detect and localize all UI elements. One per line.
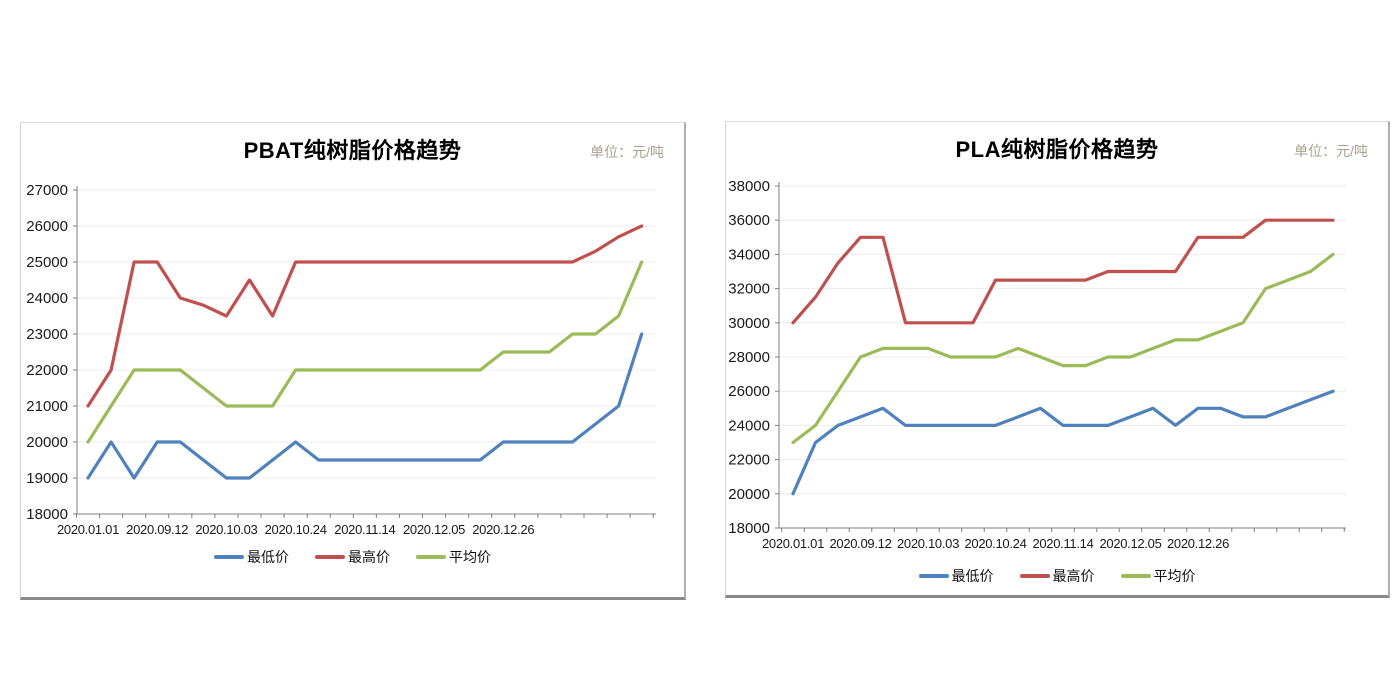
svg-text:18000: 18000: [728, 520, 770, 537]
legend-label-avg: 平均价: [449, 549, 491, 565]
svg-text:38000: 38000: [728, 178, 770, 195]
svg-text:19000: 19000: [26, 470, 68, 487]
legend-item-avg: 平均价: [416, 547, 491, 567]
pbat-chart-panel: PBAT纯树脂价格趋势 单位：元/吨 18000 19000 20000 21000 2…: [20, 122, 686, 600]
svg-text:2020.12.26: 2020.12.26: [1167, 536, 1229, 551]
legend-swatch-max: [315, 555, 345, 559]
svg-text:2020.09.12: 2020.09.12: [126, 522, 188, 537]
svg-text:21000: 21000: [26, 398, 68, 415]
svg-text:25000: 25000: [26, 254, 68, 271]
svg-text:30000: 30000: [728, 315, 770, 332]
svg-text:26000: 26000: [728, 383, 770, 400]
unit-label: 单位：元/吨: [1294, 143, 1368, 159]
pla-chart-panel: PLA纯树脂价格趋势 单位：元/吨 18000 20000 22000 24000 26…: [725, 121, 1390, 598]
legend-item-min: 最低价: [918, 566, 994, 586]
svg-text:2020.09.12: 2020.09.12: [829, 536, 891, 551]
chart-title: PLA纯树脂价格趋势: [955, 137, 1159, 162]
legend-swatch-min: [918, 574, 949, 578]
legend-label-max: 最高价: [1052, 568, 1095, 584]
svg-text:18000: 18000: [26, 506, 68, 523]
svg-text:20000: 20000: [26, 434, 68, 451]
legend-label-min: 最低价: [247, 549, 289, 565]
svg-text:2020.10.24: 2020.10.24: [265, 522, 327, 537]
svg-text:34000: 34000: [728, 246, 770, 263]
svg-text:22000: 22000: [728, 452, 770, 469]
svg-text:22000: 22000: [26, 362, 68, 379]
svg-text:36000: 36000: [728, 212, 770, 229]
legend: 最低价 最高价 平均价: [726, 566, 1388, 586]
svg-text:2020.11.14: 2020.11.14: [1032, 536, 1093, 551]
svg-text:20000: 20000: [728, 486, 770, 503]
legend-item-max: 最高价: [1019, 566, 1095, 586]
chart-title: PBAT纯树脂价格趋势: [243, 138, 462, 163]
svg-text:2020.12.26: 2020.12.26: [472, 522, 534, 537]
svg-text:2020.01.01: 2020.01.01: [762, 536, 824, 551]
svg-text:28000: 28000: [728, 349, 770, 366]
svg-text:2020.10.24: 2020.10.24: [964, 536, 1026, 551]
legend-label-max: 最高价: [348, 549, 390, 565]
svg-text:2020.10.03: 2020.10.03: [897, 536, 959, 551]
legend-label-min: 最低价: [951, 568, 994, 584]
legend-item-max: 最高价: [315, 547, 390, 567]
legend-swatch-max: [1019, 574, 1050, 578]
svg-text:27000: 27000: [26, 182, 68, 199]
unit-label: 单位：元/吨: [590, 144, 664, 160]
svg-text:26000: 26000: [26, 218, 68, 235]
legend-item-min: 最低价: [214, 547, 289, 567]
svg-text:2020.11.14: 2020.11.14: [334, 522, 395, 537]
legend-item-avg: 平均价: [1120, 566, 1196, 586]
svg-text:2020.12.05: 2020.12.05: [1099, 536, 1161, 551]
legend: 最低价 最高价 平均价: [21, 547, 684, 567]
svg-text:32000: 32000: [728, 281, 770, 298]
legend-label-avg: 平均价: [1153, 568, 1196, 584]
legend-swatch-avg: [416, 555, 446, 559]
legend-swatch-avg: [1120, 574, 1151, 578]
legend-swatch-min: [214, 555, 244, 559]
svg-text:2020.10.03: 2020.10.03: [195, 522, 257, 537]
svg-text:24000: 24000: [26, 290, 68, 307]
svg-text:24000: 24000: [728, 417, 770, 434]
plot-area: 18000 19000 20000 21000 22000 23000 24000 25000…: [26, 182, 656, 537]
svg-text:2020.01.01: 2020.01.01: [57, 522, 119, 537]
svg-text:23000: 23000: [26, 326, 68, 343]
svg-text:2020.12.05: 2020.12.05: [403, 522, 465, 537]
plot-area: 18000 20000 22000 24000 26000 28000 30000 32000…: [728, 178, 1346, 551]
